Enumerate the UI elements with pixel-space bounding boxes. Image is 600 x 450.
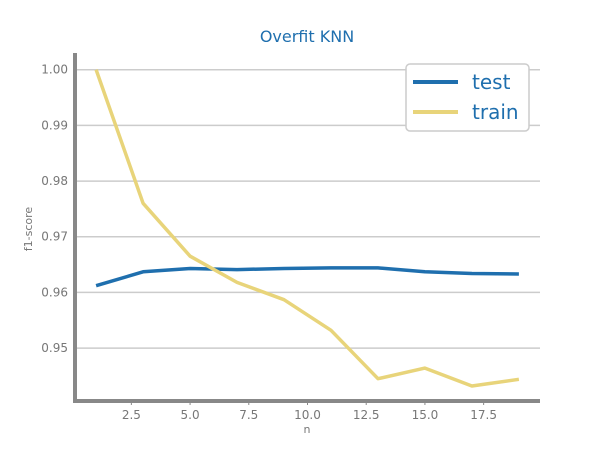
y-tick-label: 0.95 [41,341,68,355]
legend-label-test: test [472,70,511,94]
series-line-test [95,266,519,288]
x-tick-label: 10.0 [294,408,321,422]
y-tick-label: 0.98 [41,174,68,188]
grid-lines [75,68,540,349]
series-lines [94,69,520,388]
y-tick-label: 0.97 [41,230,68,244]
y-tick-label: 0.96 [41,285,68,299]
x-tick-label: 2.5 [122,408,141,422]
legend-label-train: train [472,100,519,124]
axes [73,53,540,405]
y-tick-label: 0.99 [41,118,68,132]
chart-title: Overfit KNN [260,27,354,46]
legend: test train [405,63,530,132]
tick-labels: 0.95 0.96 0.97 0.98 0.99 1.00 2.5 5.0 7.5 10.0 12.… [41,63,497,422]
x-axis-label: n [304,423,311,436]
series-line-train [94,69,520,388]
y-tick-label: 1.00 [41,63,68,77]
x-tick-label: 7.5 [239,408,258,422]
x-tick-label: 17.5 [470,408,497,422]
y-axis-label: f1-score [22,207,35,252]
x-tick-label: 12.5 [353,408,380,422]
x-tick-label: 15.0 [412,408,439,422]
x-tick-label: 5.0 [181,408,200,422]
